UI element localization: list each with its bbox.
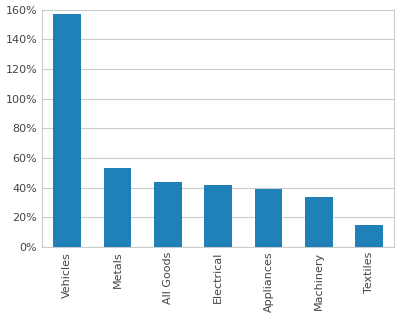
Bar [305, 197, 333, 247]
Bar [104, 168, 132, 247]
Bar [204, 185, 232, 247]
Bar [154, 182, 182, 247]
Bar [255, 189, 282, 247]
Bar [54, 14, 81, 247]
Bar [356, 225, 383, 247]
